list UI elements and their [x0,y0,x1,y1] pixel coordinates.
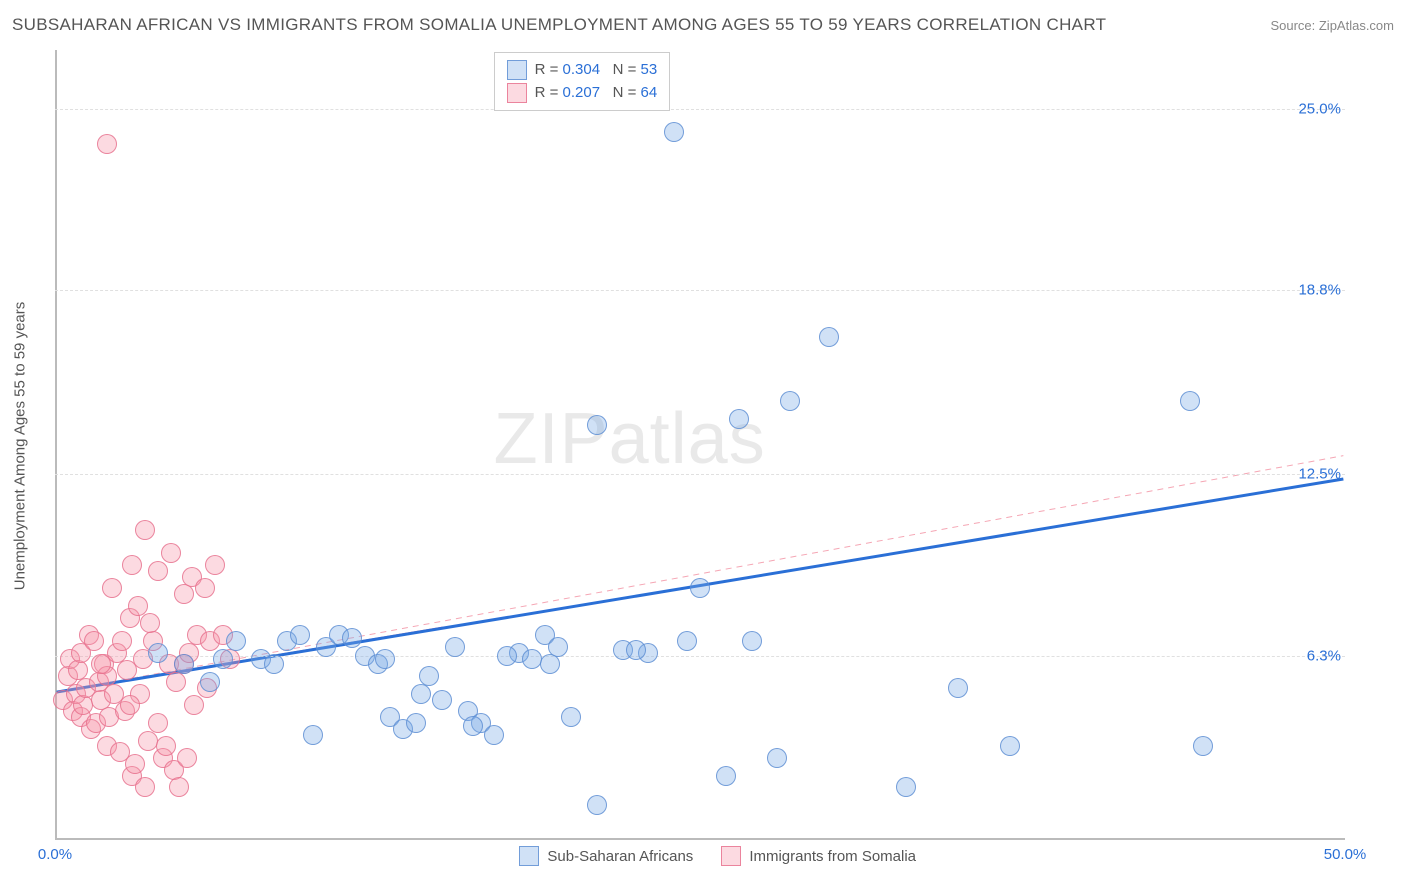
y-axis-title: Unemployment Among Ages 55 to 59 years [12,302,29,591]
data-point-ssa [780,391,800,411]
data-point-ssa [411,684,431,704]
data-point-somalia [73,695,93,715]
data-point-ssa [174,654,194,674]
data-point-ssa [497,646,517,666]
y-tick-label: 25.0% [1298,100,1347,117]
y-tick-label: 18.8% [1298,281,1347,298]
data-point-ssa [290,625,310,645]
y-tick-label: 6.3% [1307,647,1347,664]
legend-swatch [721,846,741,866]
legend-label: Immigrants from Somalia [749,848,916,865]
data-point-somalia [122,555,142,575]
data-point-ssa [342,628,362,648]
gridline-h [55,474,1345,475]
data-point-somalia [161,543,181,563]
legend-swatch [519,846,539,866]
data-point-ssa [1000,736,1020,756]
legend-stats: R = 0.304 N = 53 [535,59,658,82]
data-point-ssa [213,649,233,669]
data-point-ssa [148,643,168,663]
x-tick-label: 0.0% [38,846,72,863]
data-point-ssa [264,654,284,674]
data-point-ssa [1193,736,1213,756]
data-point-ssa [896,777,916,797]
data-point-somalia [84,631,104,651]
data-point-ssa [716,766,736,786]
legend-item: Immigrants from Somalia [721,846,916,866]
y-axis-line [55,50,57,838]
data-point-ssa [484,725,504,745]
data-point-ssa [445,637,465,657]
data-point-somalia [195,578,215,598]
data-point-ssa [375,649,395,669]
data-point-somalia [97,134,117,154]
data-point-ssa [742,631,762,651]
watermark: ZIPatlas [494,398,766,480]
data-point-ssa [767,748,787,768]
data-point-somalia [140,613,160,633]
data-point-somalia [169,777,189,797]
data-point-ssa [626,640,646,660]
legend-stats: R = 0.207 N = 64 [535,82,658,105]
data-point-ssa [1180,391,1200,411]
trend-lines [55,50,1345,838]
data-point-somalia [184,695,204,715]
gridline-h [55,109,1345,110]
x-tick-label: 50.0% [1324,846,1367,863]
legend-row: R = 0.207 N = 64 [507,82,658,105]
data-point-somalia [174,584,194,604]
legend-row: R = 0.304 N = 53 [507,59,658,82]
data-point-ssa [690,578,710,598]
chart-header: SUBSAHARAN AFRICAN VS IMMIGRANTS FROM SO… [12,10,1394,40]
plot-area: ZIPatlas 6.3%12.5%18.8%25.0%0.0%50.0% [55,50,1345,840]
legend-label: Sub-Saharan Africans [547,848,693,865]
legend-item: Sub-Saharan Africans [519,846,693,866]
data-point-ssa [463,716,483,736]
data-point-somalia [102,578,122,598]
gridline-h [55,290,1345,291]
data-point-somalia [120,695,140,715]
data-point-ssa [303,725,323,745]
data-point-somalia [138,731,158,751]
data-point-somalia [166,672,186,692]
data-point-somalia [91,654,111,674]
data-point-ssa [561,707,581,727]
gridline-h [55,656,1345,657]
source-label: Source: ZipAtlas.com [1270,18,1394,33]
data-point-ssa [729,409,749,429]
source-prefix: Source: [1270,18,1318,33]
data-point-somalia [125,754,145,774]
legend-correlation-box: R = 0.304 N = 53R = 0.207 N = 64 [494,52,671,111]
legend-series: Sub-Saharan Africans Immigrants from Soma… [519,846,916,866]
data-point-ssa [432,690,452,710]
data-point-somalia [112,631,132,651]
data-point-ssa [948,678,968,698]
source-name: ZipAtlas.com [1319,18,1394,33]
data-point-somalia [128,596,148,616]
data-point-ssa [587,795,607,815]
legend-swatch [507,60,527,80]
chart-title: SUBSAHARAN AFRICAN VS IMMIGRANTS FROM SO… [12,15,1106,35]
data-point-somalia [148,713,168,733]
data-point-ssa [226,631,246,651]
data-point-somalia [148,561,168,581]
data-point-somalia [177,748,197,768]
y-tick-label: 12.5% [1298,466,1347,483]
data-point-somalia [156,736,176,756]
data-point-ssa [200,672,220,692]
data-point-ssa [819,327,839,347]
data-point-ssa [522,649,542,669]
data-point-ssa [406,713,426,733]
data-point-somalia [135,777,155,797]
data-point-ssa [540,654,560,674]
data-point-somalia [135,520,155,540]
data-point-ssa [587,415,607,435]
legend-swatch [507,83,527,103]
data-point-somalia [205,555,225,575]
data-point-ssa [677,631,697,651]
data-point-ssa [664,122,684,142]
watermark-zip: ZIP [494,399,609,479]
